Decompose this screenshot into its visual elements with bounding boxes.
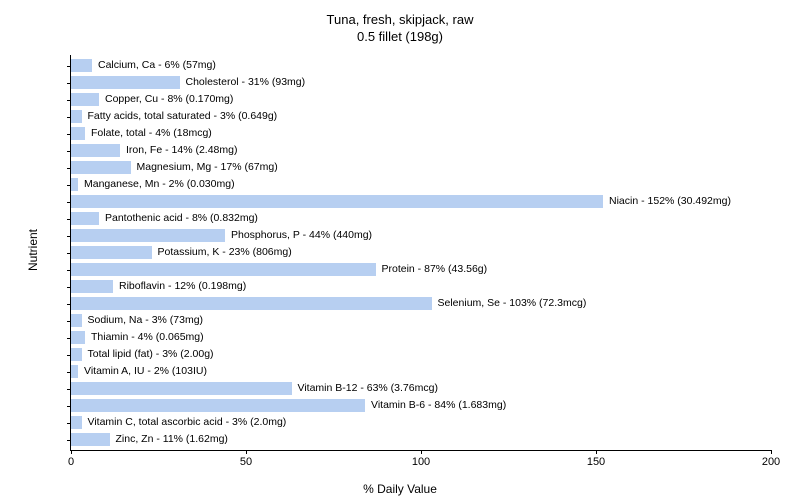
title-line-1: Tuna, fresh, skipjack, raw	[0, 12, 800, 29]
y-tick	[67, 219, 71, 220]
y-tick	[67, 355, 71, 356]
y-tick	[67, 134, 71, 135]
x-tick-line	[421, 450, 422, 454]
bar-label: Cholesterol - 31% (93mg)	[186, 76, 306, 89]
chart-container: Tuna, fresh, skipjack, raw 0.5 fillet (1…	[0, 0, 800, 500]
bar	[71, 365, 78, 378]
x-tick-line	[771, 450, 772, 454]
y-tick	[67, 202, 71, 203]
bar	[71, 433, 110, 446]
y-tick	[67, 253, 71, 254]
x-tick-label: 200	[762, 456, 780, 468]
bar	[71, 76, 180, 89]
bar-label: Iron, Fe - 14% (2.48mg)	[126, 144, 237, 157]
bar	[71, 416, 82, 429]
bar	[71, 382, 292, 395]
y-tick	[67, 372, 71, 373]
plot-area: Calcium, Ca - 6% (57mg) Cholesterol - 31%…	[70, 55, 771, 451]
bar-label: Copper, Cu - 8% (0.170mg)	[105, 93, 233, 106]
bar-label: Thiamin - 4% (0.065mg)	[91, 331, 204, 344]
bar-label: Manganese, Mn - 2% (0.030mg)	[84, 178, 235, 191]
bar	[71, 110, 82, 123]
chart-title: Tuna, fresh, skipjack, raw 0.5 fillet (1…	[0, 0, 800, 46]
y-tick	[67, 168, 71, 169]
bar	[71, 144, 120, 157]
bar-label: Phosphorus, P - 44% (440mg)	[231, 229, 372, 242]
y-tick	[67, 389, 71, 390]
bar-label: Zinc, Zn - 11% (1.62mg)	[116, 433, 228, 446]
bar	[71, 178, 78, 191]
bar	[71, 348, 82, 361]
y-tick	[67, 304, 71, 305]
bar-label: Vitamin C, total ascorbic acid - 3% (2.0…	[88, 416, 287, 429]
y-tick	[67, 236, 71, 237]
bar	[71, 246, 152, 259]
y-tick	[67, 287, 71, 288]
bar-label: Selenium, Se - 103% (72.3mcg)	[438, 297, 587, 310]
bar	[71, 280, 113, 293]
y-tick	[67, 270, 71, 271]
x-tick-line	[596, 450, 597, 454]
bar	[71, 161, 131, 174]
bar	[71, 127, 85, 140]
bar-label: Magnesium, Mg - 17% (67mg)	[137, 161, 278, 174]
y-tick	[67, 406, 71, 407]
bar-label: Potassium, K - 23% (806mg)	[158, 246, 292, 259]
bar	[71, 212, 99, 225]
title-line-2: 0.5 fillet (198g)	[0, 29, 800, 46]
bar	[71, 297, 432, 310]
bar-label: Protein - 87% (43.56g)	[382, 263, 488, 276]
bar-label: Vitamin B-12 - 63% (3.76mcg)	[298, 382, 438, 395]
x-tick-label: 0	[68, 456, 74, 468]
bar-label: Vitamin A, IU - 2% (103IU)	[84, 365, 207, 378]
bar-label: Calcium, Ca - 6% (57mg)	[98, 59, 216, 72]
bar-label: Riboflavin - 12% (0.198mg)	[119, 280, 246, 293]
x-tick-line	[246, 450, 247, 454]
bar	[71, 399, 365, 412]
bar-label: Vitamin B-6 - 84% (1.683mg)	[371, 399, 506, 412]
x-tick-label: 100	[412, 456, 430, 468]
x-tick-label: 50	[240, 456, 252, 468]
y-tick	[67, 185, 71, 186]
bar-label: Pantothenic acid - 8% (0.832mg)	[105, 212, 258, 225]
bar	[71, 263, 376, 276]
bar	[71, 331, 85, 344]
bar-label: Sodium, Na - 3% (73mg)	[88, 314, 204, 327]
x-axis-label: % Daily Value	[363, 482, 437, 496]
bar-label: Folate, total - 4% (18mcg)	[91, 127, 212, 140]
y-tick	[67, 117, 71, 118]
y-axis-label: Nutrient	[26, 229, 40, 271]
bar-label: Total lipid (fat) - 3% (2.00g)	[88, 348, 214, 361]
bar	[71, 314, 82, 327]
bar	[71, 93, 99, 106]
bar	[71, 195, 603, 208]
y-tick	[67, 423, 71, 424]
y-tick	[67, 440, 71, 441]
bar	[71, 229, 225, 242]
bar-label: Fatty acids, total saturated - 3% (0.649…	[88, 110, 278, 123]
y-tick	[67, 100, 71, 101]
bar-label: Niacin - 152% (30.492mg)	[609, 195, 731, 208]
x-tick-label: 150	[587, 456, 605, 468]
y-tick	[67, 338, 71, 339]
bar	[71, 59, 92, 72]
y-tick	[67, 66, 71, 67]
y-tick	[67, 321, 71, 322]
y-tick	[67, 151, 71, 152]
x-tick-line	[71, 450, 72, 454]
y-tick	[67, 83, 71, 84]
